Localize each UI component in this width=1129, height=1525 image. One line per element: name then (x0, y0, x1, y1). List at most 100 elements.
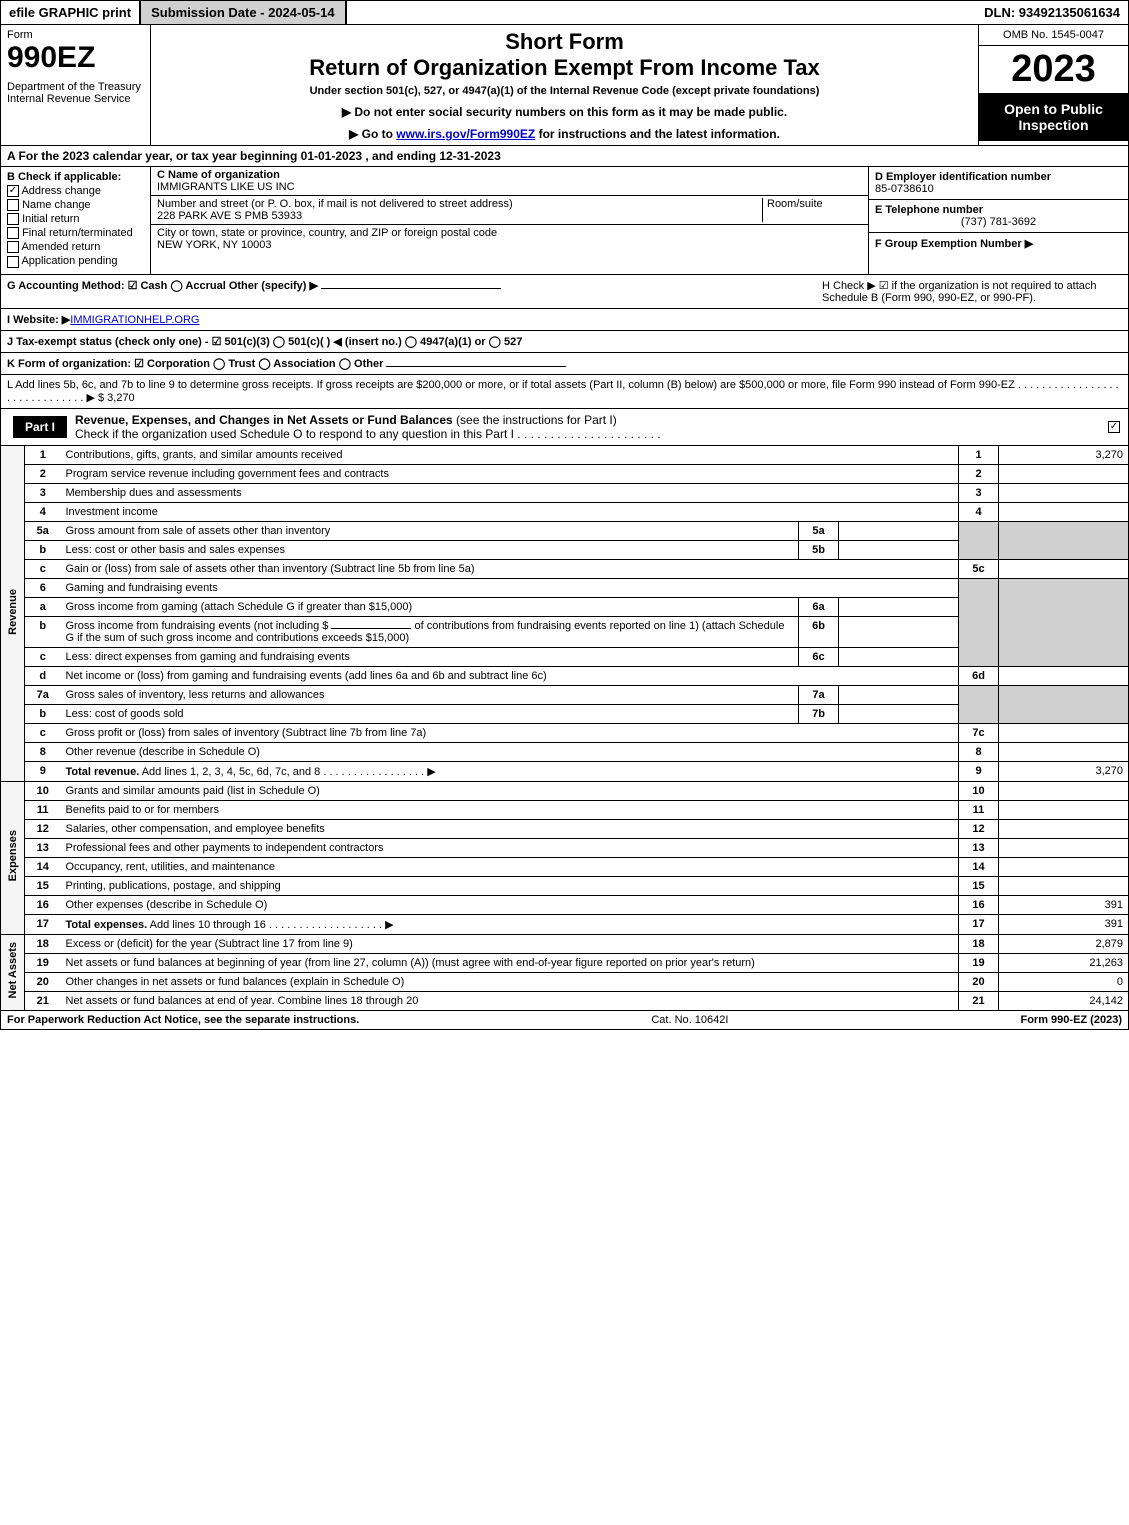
short-form: Short Form (161, 29, 968, 55)
part1-sub: Check if the organization used Schedule … (75, 427, 661, 441)
line-14: Occupancy, rent, utilities, and maintena… (61, 857, 959, 876)
chk-address[interactable]: ✓ (7, 185, 19, 197)
chk-amended[interactable] (7, 241, 19, 253)
e-lbl: E Telephone number (875, 204, 983, 216)
header-right: OMB No. 1545-0047 2023 Open to Public In… (978, 25, 1128, 145)
line-12: Salaries, other compensation, and employ… (61, 819, 959, 838)
row-k: K Form of organization: ☑ Corporation ◯ … (0, 353, 1129, 375)
header-left: Form 990EZ Department of the Treasury In… (1, 25, 151, 145)
irs-link[interactable]: www.irs.gov/Form990EZ (396, 127, 535, 141)
chk-schedule-o[interactable]: ✓ (1108, 421, 1120, 433)
line-1-val: 3,270 (999, 446, 1129, 465)
line-15: Printing, publications, postage, and shi… (61, 876, 959, 895)
dln: DLN: 93492135061634 (976, 1, 1128, 24)
org-city: NEW YORK, NY 10003 (157, 239, 272, 251)
row-i-pre: I Website: ▶ (7, 314, 70, 326)
top-bar: efile GRAPHIC print Submission Date - 20… (0, 0, 1129, 25)
lbl-amended: Amended return (21, 241, 100, 253)
line-7c: Gross profit or (loss) from sales of inv… (61, 723, 959, 742)
line-6: Gaming and fundraising events (61, 578, 959, 597)
line-1: Contributions, gifts, grants, and simila… (61, 446, 959, 465)
line-18: Excess or (deficit) for the year (Subtra… (61, 934, 959, 953)
form-label: Form (7, 29, 144, 41)
ssn-warning: ▶ Do not enter social security numbers o… (161, 105, 968, 119)
submission-date: Submission Date - 2024-05-14 (141, 1, 347, 24)
row-a: A For the 2023 calendar year, or tax yea… (0, 146, 1129, 167)
goto-post: for instructions and the latest informat… (535, 127, 780, 141)
chk-final[interactable] (7, 227, 19, 239)
line-17-val: 391 (999, 914, 1129, 934)
line-20: Other changes in net assets or fund bala… (61, 972, 959, 991)
row-j: J Tax-exempt status (check only one) - ☑… (0, 331, 1129, 353)
section-bcdef: B Check if applicable: ✓ Address change … (0, 167, 1129, 275)
line-3: Membership dues and assessments (61, 483, 959, 502)
line-6d: Net income or (loss) from gaming and fun… (61, 666, 959, 685)
side-revenue: Revenue (1, 446, 25, 782)
dept: Department of the Treasury Internal Reve… (7, 81, 144, 105)
revenue-table: Revenue 1Contributions, gifts, grants, a… (0, 446, 1129, 1011)
chk-pending[interactable] (7, 256, 19, 268)
line-7b: Less: cost of goods sold (61, 704, 799, 723)
lbl-address: Address change (21, 185, 101, 197)
box-def: D Employer identification number 85-0738… (868, 167, 1128, 274)
line-5c: Gain or (loss) from sale of assets other… (61, 559, 959, 578)
line-6a: Gross income from gaming (attach Schedul… (61, 597, 799, 616)
lbl-initial: Initial return (22, 213, 79, 225)
omb-no: OMB No. 1545-0047 (979, 25, 1128, 46)
chk-name[interactable] (7, 199, 19, 211)
line-2: Program service revenue including govern… (61, 464, 959, 483)
line-20-val: 0 (999, 972, 1129, 991)
footer-cat: Cat. No. 10642I (651, 1014, 728, 1026)
goto-line: ▶ Go to www.irs.gov/Form990EZ for instru… (161, 127, 968, 141)
public-inspection: Open to Public Inspection (979, 93, 1128, 141)
org-name: IMMIGRANTS LIKE US INC (157, 181, 295, 193)
part1-header: Part I Revenue, Expenses, and Changes in… (0, 409, 1129, 446)
org-street: 228 PARK AVE S PMB 53933 (157, 210, 302, 222)
row-h: H Check ▶ ☑ if the organization is not r… (822, 279, 1122, 304)
part1-label: Part I (13, 416, 67, 438)
box-b-header: B Check if applicable: (7, 171, 144, 183)
line-5a: Gross amount from sale of assets other t… (61, 521, 799, 540)
c-name-lbl: C Name of organization (157, 169, 280, 181)
line-13: Professional fees and other payments to … (61, 838, 959, 857)
d-lbl: D Employer identification number (875, 171, 1051, 183)
row-i: I Website: ▶IMMIGRATIONHELP.ORG (0, 309, 1129, 331)
row-g: G Accounting Method: ☑ Cash ◯ Accrual Ot… (7, 279, 822, 304)
box-c: C Name of organization IMMIGRANTS LIKE U… (151, 167, 868, 274)
side-expenses: Expenses (1, 781, 25, 934)
line-21-val: 24,142 (999, 991, 1129, 1010)
line-6b: Gross income from fundraising events (no… (61, 616, 799, 647)
header-center: Short Form Return of Organization Exempt… (151, 25, 978, 145)
line-6c: Less: direct expenses from gaming and fu… (61, 647, 799, 666)
line-17: Total expenses. Add lines 10 through 16 … (61, 914, 959, 934)
chk-initial[interactable] (7, 213, 19, 225)
side-netassets: Net Assets (1, 934, 25, 1010)
f-lbl: F Group Exemption Number ▶ (875, 238, 1033, 250)
footer-right: Form 990-EZ (2023) (1020, 1014, 1122, 1026)
line-7a: Gross sales of inventory, less returns a… (61, 685, 799, 704)
line-21: Net assets or fund balances at end of ye… (61, 991, 959, 1010)
form-title: Return of Organization Exempt From Incom… (161, 55, 968, 81)
footer-left: For Paperwork Reduction Act Notice, see … (7, 1014, 359, 1026)
footer: For Paperwork Reduction Act Notice, see … (0, 1011, 1129, 1030)
line-5b: Less: cost or other basis and sales expe… (61, 540, 799, 559)
phone: (737) 781-3692 (875, 216, 1122, 228)
line-16-val: 391 (999, 895, 1129, 914)
ein: 85-0738610 (875, 183, 934, 195)
line-11: Benefits paid to or for members (61, 800, 959, 819)
c-room-lbl: Room/suite (767, 198, 823, 210)
c-street-lbl: Number and street (or P. O. box, if mail… (157, 198, 513, 210)
website-link[interactable]: IMMIGRATIONHELP.ORG (70, 314, 199, 326)
line-10: Grants and similar amounts paid (list in… (61, 781, 959, 800)
line-9: Total revenue. Add lines 1, 2, 3, 4, 5c,… (61, 761, 959, 781)
tax-year: 2023 (979, 46, 1128, 93)
under-section: Under section 501(c), 527, or 4947(a)(1)… (161, 85, 968, 97)
goto-pre: ▶ Go to (349, 127, 396, 141)
line-8: Other revenue (describe in Schedule O) (61, 742, 959, 761)
line-4: Investment income (61, 502, 959, 521)
form-header: Form 990EZ Department of the Treasury In… (0, 25, 1129, 146)
efile-print-button[interactable]: efile GRAPHIC print (1, 1, 141, 24)
form-number: 990EZ (7, 41, 144, 75)
line-16: Other expenses (describe in Schedule O) (61, 895, 959, 914)
line-19-val: 21,263 (999, 953, 1129, 972)
